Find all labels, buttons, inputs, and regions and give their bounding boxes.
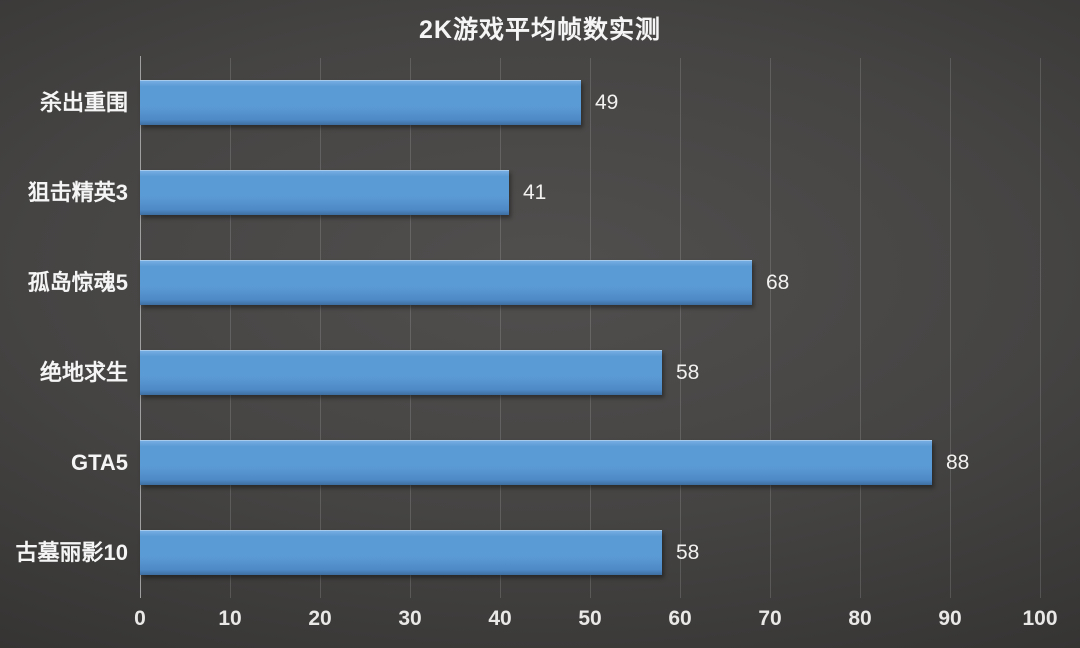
x-tick-label: 70 [758, 607, 782, 630]
bar-row: 41 [140, 148, 1040, 238]
value-label: 58 [676, 361, 700, 384]
category-label: 狙击精英3 [27, 180, 128, 205]
x-tick-label: 30 [398, 607, 422, 630]
gridline [410, 58, 411, 598]
category-label: 绝地求生 [39, 360, 128, 385]
bar [140, 440, 932, 485]
x-tick-label: 90 [938, 607, 962, 630]
x-tick-label: 20 [308, 607, 332, 630]
bar-row: 88 [140, 418, 1040, 508]
y-axis-line [140, 56, 141, 598]
x-tick-label: 0 [134, 607, 146, 630]
x-axis-ticks: 0 10 20 30 40 50 60 70 80 90 100 [134, 601, 1057, 637]
bar-row: 49 [140, 58, 1040, 148]
category-label: 杀出重围 [39, 90, 128, 115]
gridline [590, 58, 591, 598]
bar [140, 260, 752, 305]
gridline [500, 58, 501, 598]
x-tick-label: 10 [218, 607, 242, 630]
bar [140, 170, 509, 215]
x-tick-label: 50 [578, 607, 602, 630]
gridline [860, 58, 861, 598]
category-label: 古墓丽影10 [15, 540, 128, 565]
value-label: 49 [595, 91, 619, 114]
plot-area: 49 41 68 58 88 58 [140, 56, 1041, 598]
gridline [230, 58, 231, 598]
value-label: 88 [946, 451, 970, 474]
value-label: 41 [523, 181, 547, 204]
chart-title: 2K游戏平均帧数实测 [419, 16, 661, 44]
bar-row: 58 [140, 508, 1040, 598]
bar [140, 530, 662, 575]
category-labels: 杀出重围狙击精英3 孤岛惊魂5 绝地求生 GTA5 古墓丽影10 [0, 58, 128, 598]
bar [140, 350, 662, 395]
gridline [950, 58, 951, 598]
gridline [770, 58, 771, 598]
bar-row: 58 [140, 328, 1040, 418]
category-label: 孤岛惊魂5 [27, 270, 128, 295]
x-tick-label: 100 [1022, 607, 1058, 630]
x-tick-label: 80 [848, 607, 872, 630]
gridline [1040, 58, 1041, 598]
bar [140, 80, 581, 125]
gridline [320, 58, 321, 598]
category-label: GTA5 [70, 450, 128, 475]
value-label: 58 [676, 541, 700, 564]
x-tick-label: 60 [668, 607, 692, 630]
value-label: 68 [766, 271, 790, 294]
x-tick-label: 40 [488, 607, 512, 630]
bar-row: 68 [140, 238, 1040, 328]
gridline [680, 58, 681, 598]
